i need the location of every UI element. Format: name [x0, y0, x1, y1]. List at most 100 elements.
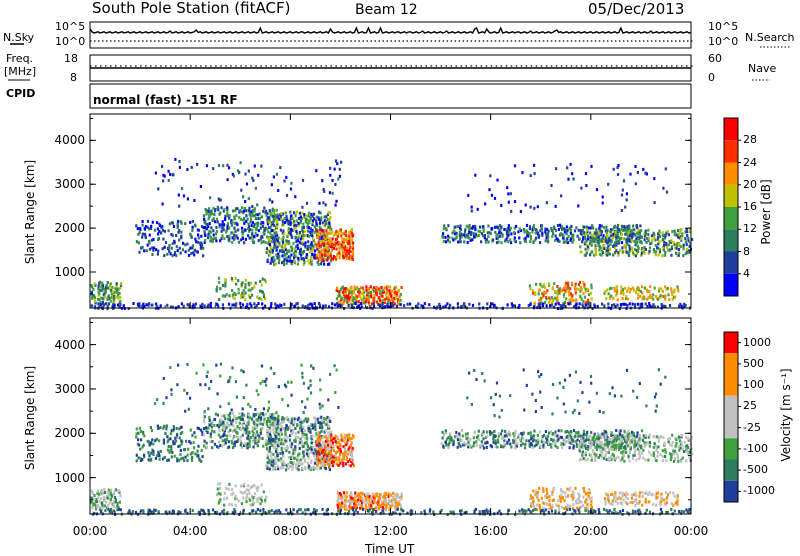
- velocity-echo-cell: [91, 501, 93, 504]
- velocity-echo-cell: [205, 426, 207, 429]
- power-echo-cell: [150, 225, 152, 228]
- velocity-echo-cell: [292, 429, 294, 432]
- power-echo-cell: [459, 225, 461, 228]
- power-echo-cell: [534, 172, 536, 175]
- power-echo-cell: [181, 187, 183, 190]
- power-echo-cell: [163, 254, 165, 257]
- power-echo-cell: [586, 288, 588, 291]
- power-echo-cell: [286, 240, 288, 243]
- velocity-echo-cell: [118, 489, 120, 492]
- power-echo-cell: [443, 227, 445, 230]
- velocity-echo-cell: [110, 498, 112, 501]
- power-echo-cell: [116, 282, 118, 285]
- velocity-echo-cell: [312, 427, 314, 430]
- power-echo-cell: [660, 287, 662, 290]
- velocity-echo-cell: [358, 493, 360, 496]
- power-colorbar-segment: [724, 252, 738, 274]
- power-echo-cell: [620, 286, 622, 289]
- power-echo-cell: [567, 284, 569, 287]
- power-echo-cell: [518, 304, 520, 307]
- velocity-echo-cell: [685, 459, 687, 462]
- velocity-echo-cell: [119, 501, 121, 504]
- velocity-echo-cell: [300, 423, 302, 426]
- power-echo-cell: [267, 259, 269, 262]
- velocity-echo-cell: [277, 465, 279, 468]
- power-echo-cell: [342, 302, 344, 305]
- power-echo-cell: [575, 291, 577, 294]
- velocity-echo-cell: [581, 454, 583, 457]
- power-echo-cell: [235, 214, 237, 217]
- velocity-echo-cell: [308, 427, 310, 430]
- velocity-echo-cell: [286, 445, 288, 448]
- power-echo-cell: [660, 294, 662, 297]
- velocity-echo-cell: [107, 492, 109, 495]
- velocity-echo-cell: [314, 417, 316, 420]
- velocity-echo-cell: [265, 464, 267, 467]
- velocity-echo-cell: [623, 430, 625, 433]
- power-echo-cell: [563, 227, 565, 230]
- power-echo-cell: [111, 286, 113, 289]
- velocity-echo-cell: [392, 496, 394, 499]
- velocity-echo-cell: [239, 422, 241, 425]
- power-echo-cell: [662, 231, 664, 234]
- velocity-echo-cell: [115, 498, 117, 501]
- power-echo-cell: [645, 303, 647, 306]
- power-echo-cell: [446, 302, 448, 305]
- power-colorbar-segment: [724, 163, 738, 185]
- velocity-echo-cell: [306, 437, 308, 440]
- power-echo-cell: [556, 237, 558, 240]
- power-echo-cell: [645, 248, 647, 251]
- power-echo-cell: [325, 203, 327, 206]
- velocity-echo-cell: [481, 440, 483, 443]
- power-echo-cell: [675, 252, 677, 255]
- power-echo-cell: [272, 237, 274, 240]
- power-echo-cell: [613, 168, 615, 171]
- velocity-echo-cell: [537, 438, 539, 441]
- power-echo-cell: [670, 239, 672, 242]
- power-echo-cell: [597, 305, 599, 308]
- power-echo-cell: [580, 229, 582, 232]
- velocity-echo-cell: [338, 441, 340, 444]
- power-echo-cell: [637, 238, 639, 241]
- velocity-echo-cell: [265, 413, 267, 416]
- power-echo-cell: [261, 302, 263, 305]
- velocity-echo-cell: [299, 447, 301, 450]
- power-echo-cell: [123, 304, 125, 307]
- power-echo-cell: [309, 251, 311, 254]
- power-echo-cell: [510, 241, 512, 244]
- velocity-echo-cell: [343, 491, 345, 494]
- power-echo-cell: [645, 233, 647, 236]
- power-echo-cell: [335, 258, 337, 261]
- velocity-echo-cell: [163, 442, 165, 445]
- velocity-echo-cell: [681, 434, 683, 437]
- velocity-echo-cell: [604, 449, 606, 452]
- velocity-echo-cell: [282, 466, 284, 469]
- power-echo-cell: [218, 277, 220, 280]
- power-echo-cell: [208, 217, 210, 220]
- velocity-echo-cell: [577, 439, 579, 442]
- power-echo-cell: [547, 236, 549, 239]
- velocity-echo-cell: [328, 433, 330, 436]
- velocity-echo-cell: [442, 437, 444, 440]
- power-echo-cell: [547, 232, 549, 235]
- power-echo-cell: [626, 192, 628, 195]
- velocity-echo-cell: [176, 427, 178, 430]
- velocity-echo-cell: [285, 440, 287, 443]
- power-echo-cell: [209, 222, 211, 225]
- velocity-echo-cell: [399, 500, 401, 503]
- power-echo-cell: [398, 289, 400, 292]
- power-echo-cell: [261, 290, 263, 293]
- velocity-echo-cell: [583, 440, 585, 443]
- velocity-echo-cell: [350, 496, 352, 499]
- velocity-echo-cell: [279, 452, 281, 455]
- velocity-echo-cell: [138, 444, 140, 447]
- power-echo-cell: [606, 229, 608, 232]
- velocity-echo-cell: [346, 434, 348, 437]
- power-echo-cell: [119, 287, 121, 290]
- velocity-echo-cell: [293, 421, 295, 424]
- velocity-echo-cell: [349, 437, 351, 440]
- velocity-echo-cell: [350, 491, 352, 494]
- power-echo-cell: [487, 241, 489, 244]
- power-echo-cell: [267, 230, 269, 233]
- velocity-echo-cell: [198, 457, 200, 460]
